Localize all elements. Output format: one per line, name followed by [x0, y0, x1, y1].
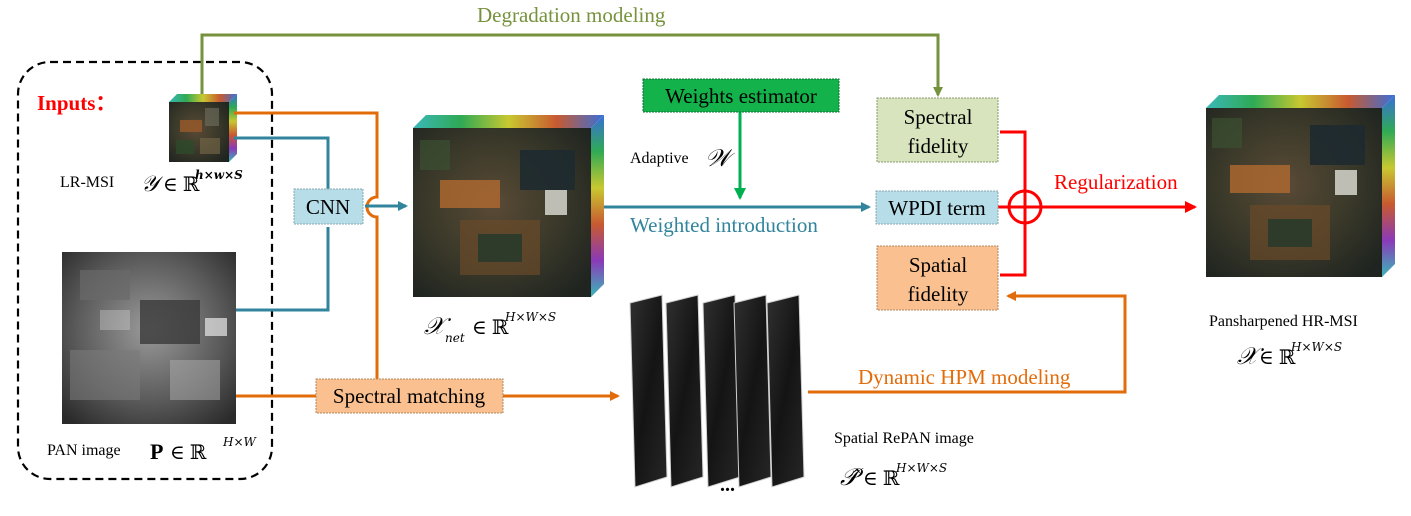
xnet-caption: 𝒳 net ∈ ℝ H×W×S	[424, 310, 556, 345]
repan-stack: ...	[629, 294, 805, 496]
wpdi-label: WPDI term	[888, 196, 985, 220]
xnet-subscript: net	[445, 331, 465, 345]
output-member: ∈ ℝ	[1259, 347, 1296, 369]
lrmsi-cube	[169, 94, 237, 162]
wpdi-box: WPDI term	[875, 190, 999, 225]
regularization-label: Regularization	[1054, 170, 1178, 194]
dynamic-hpm-label: Dynamic HPM modeling	[858, 365, 1071, 389]
output-cube	[1206, 95, 1395, 277]
inputs-label: Inputs：	[37, 91, 116, 115]
repan-dims: H×W×S	[895, 461, 947, 475]
weighted-introduction-label: Weighted introduction	[630, 213, 818, 237]
spatial-fidelity-line2: fidelity	[908, 282, 969, 306]
lrmsi-symbol: 𝒴	[141, 172, 164, 197]
xnet-dims: H×W×S	[504, 310, 556, 324]
oplus-icon	[1007, 189, 1043, 225]
adaptive-caption: Adaptive 𝒲	[630, 144, 736, 172]
spectral-matching-label: Spectral matching	[333, 384, 486, 408]
lrmsi-dims: h×w×S	[195, 168, 243, 182]
degradation-arrow	[200, 33, 943, 97]
adaptive-symbol: 𝒲	[705, 144, 736, 172]
repan-caption: Spatial RePAN image 𝒫̂ ∈ ℝ H×W×S	[834, 430, 974, 491]
inputs-group	[16, 60, 274, 481]
repan-ellipsis: ...	[720, 474, 735, 496]
repan-symbol: 𝒫̂	[840, 463, 864, 491]
pan-dims: H×W	[222, 435, 258, 449]
cnn-box: CNN	[293, 188, 364, 225]
lrmsi-to-matching-line	[234, 111, 379, 381]
weights-estimator-box: Weights estimator	[642, 78, 840, 113]
xnet-cube	[413, 115, 604, 297]
repan-member: ∈ ℝ	[863, 468, 900, 490]
xnet-member: ∈ ℝ	[472, 317, 509, 339]
pan-symbol: P	[150, 439, 163, 464]
pan-caption: PAN image P ∈ ℝ H×W	[47, 435, 258, 464]
pan-label: PAN image	[47, 442, 121, 459]
pan-image	[62, 252, 236, 424]
spectral-fidelity-line2: fidelity	[908, 134, 969, 158]
pan-member: ∈ ℝ	[170, 442, 207, 464]
spectral-fidelity-box: Spectral fidelity	[876, 97, 999, 163]
spatial-fidelity-box: Spatial fidelity	[876, 245, 999, 311]
spectral-matching-box: Spectral matching	[315, 378, 504, 414]
spectral-fidelity-line1: Spectral	[904, 105, 973, 129]
output-caption: Pansharpened HR-MSI 𝒳 ∈ ℝ H×W×S	[1209, 313, 1358, 370]
lrmsi-caption: LR-MSI 𝒴 ∈ ℝ h×w×S	[60, 168, 243, 197]
repan-label: Spatial RePAN image	[834, 430, 974, 447]
lrmsi-label: LR-MSI	[60, 174, 114, 191]
weights-estimator-label: Weights estimator	[665, 84, 817, 108]
pan-to-cnn-line	[236, 227, 330, 312]
output-dims: H×W×S	[1290, 340, 1342, 354]
cnn-label: CNN	[306, 195, 350, 219]
degradation-label: Degradation modeling	[477, 3, 666, 27]
adaptive-label: Adaptive	[630, 150, 689, 167]
dynamic-hpm-arrow	[808, 291, 1127, 394]
spatial-fidelity-line1: Spatial	[909, 253, 967, 277]
lrmsi-member: ∈ ℝ	[163, 174, 200, 196]
output-label: Pansharpened HR-MSI	[1209, 313, 1358, 330]
lrmsi-to-cnn-line	[234, 136, 330, 195]
